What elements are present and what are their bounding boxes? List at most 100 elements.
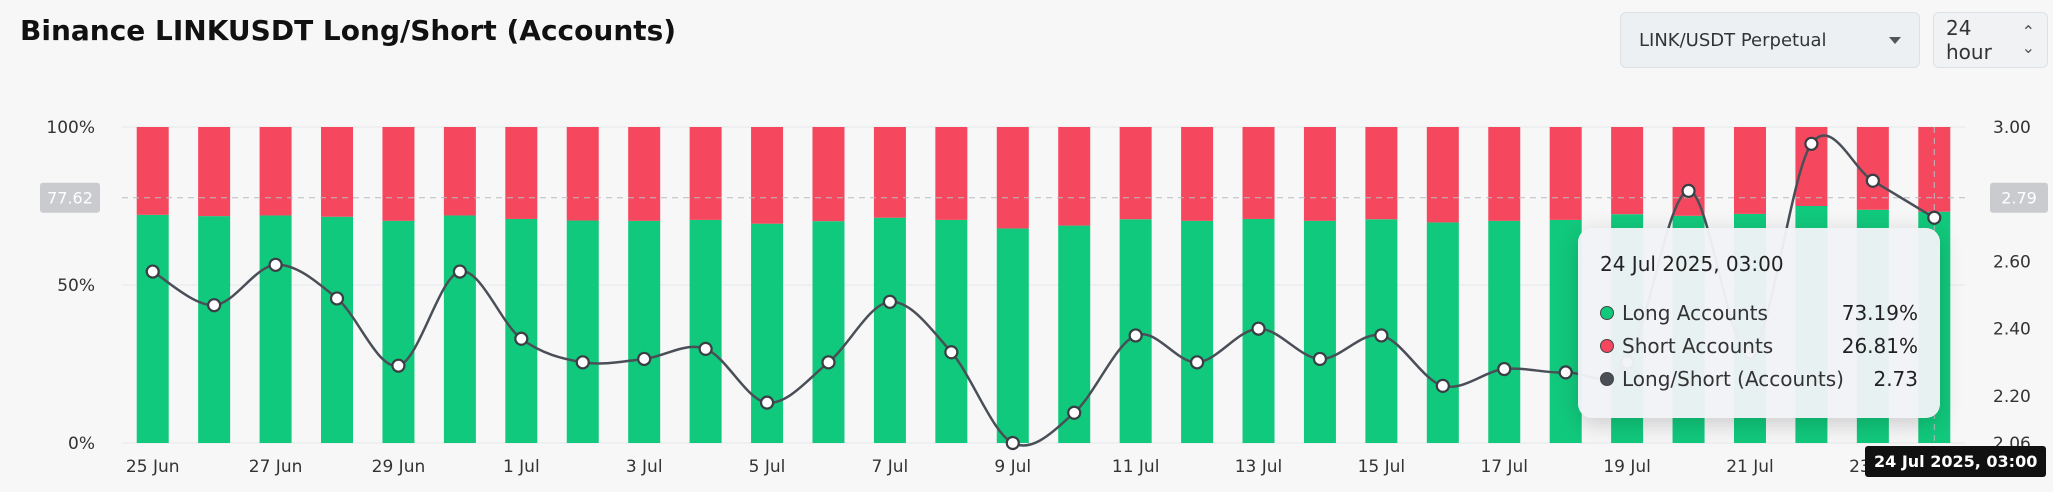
ratio-point [1189, 355, 1205, 370]
short-bar [935, 127, 968, 220]
up-down-chevron-icon: ⌃ ⌄ [2021, 22, 2035, 57]
ratio-point [1927, 210, 1942, 225]
short-bar [1181, 127, 1214, 221]
long-bar [935, 219, 968, 443]
ratio-point [514, 331, 529, 346]
ratio-point [391, 358, 406, 373]
x-tick: 17 Jul [1480, 457, 1528, 477]
y-right-tick: 3.00 [1993, 118, 2031, 138]
long-bar [1488, 220, 1521, 443]
ratio-point [207, 298, 222, 313]
long-bar [321, 216, 354, 443]
long-bar [628, 220, 661, 443]
x-tick: 13 Jul [1235, 457, 1283, 477]
long-bar [505, 218, 538, 443]
long-bar [382, 220, 415, 443]
pair-select-value: LINK/USDT Perpetual [1639, 29, 1827, 51]
long-bar [198, 216, 231, 443]
crosshair-left-badge [40, 182, 100, 213]
short-legend-dot [1600, 338, 1614, 353]
x-tick: 5 Jul [749, 457, 786, 477]
ratio-legend-dot [1600, 371, 1614, 386]
long-bar [259, 215, 292, 443]
short-bar [812, 127, 845, 222]
short-bar [1488, 127, 1521, 221]
short-bar [1303, 127, 1336, 221]
short-bar [751, 127, 784, 224]
page-title: Binance LINKUSDT Long/Short (Accounts) [20, 14, 677, 47]
ratio-point [1128, 328, 1143, 343]
crosshair-right-badge [1990, 182, 2048, 213]
ratio-point [882, 294, 898, 309]
ratio-point [1497, 361, 1512, 377]
short-bar [1365, 127, 1398, 220]
ratio-point [1312, 351, 1328, 367]
short-bar [1119, 127, 1152, 220]
x-tick: 15 Jul [1358, 457, 1406, 477]
short-bar [505, 127, 538, 219]
tooltip-row-ratio: Long/Short (Accounts) 2.73 [1600, 362, 1918, 395]
y-right-tick: 2.40 [1993, 320, 2031, 340]
short-bar [198, 127, 231, 217]
long-bar [689, 219, 722, 443]
x-tick: 9 Jul [994, 457, 1031, 477]
long-bar [443, 215, 476, 443]
ratio-point [698, 341, 713, 356]
ratio-point [637, 351, 652, 367]
interval-select[interactable]: 24 hour ⌃ ⌄ [1933, 12, 2048, 68]
ratio-point [759, 395, 775, 410]
short-bar [996, 127, 1029, 229]
short-bar [1611, 127, 1644, 215]
long-bar [566, 220, 599, 443]
tooltip-value: 2.73 [1873, 366, 1918, 391]
short-bar [1856, 127, 1889, 210]
tooltip-row-long: Long Accounts 73.19% [1600, 296, 1918, 329]
short-bar [321, 127, 354, 217]
chart-tooltip: 24 Jul 2025, 03:00 Long Accounts 73.19% … [1578, 228, 1940, 418]
short-bar [873, 127, 906, 218]
ratio-point [944, 345, 959, 360]
short-bar [1733, 127, 1766, 214]
short-bar [259, 127, 292, 216]
short-bar [566, 127, 599, 221]
ratio-point [268, 257, 283, 272]
x-tick: 1 Jul [503, 457, 540, 477]
x-tick: 25 Jun [126, 457, 180, 477]
long-bar [1549, 219, 1582, 443]
short-bar [443, 127, 476, 216]
long-bar [873, 217, 906, 443]
y-right-tick: 2.20 [1993, 387, 2031, 407]
short-bar [1426, 127, 1459, 223]
tooltip-value: 26.81% [1841, 333, 1918, 358]
tooltip-label: Long/Short (Accounts) [1622, 366, 1844, 391]
y-left-tick: 50% [57, 276, 95, 296]
crosshair-time-badge: 24 Jul 2025, 03:00 [1865, 446, 2047, 477]
tooltip-row-short: Short Accounts 26.81% [1600, 329, 1918, 362]
pair-select[interactable]: LINK/USDT Perpetual [1620, 12, 1920, 68]
x-tick: 3 Jul [626, 457, 663, 477]
y-right-tick: 2.60 [1993, 252, 2031, 272]
y-left-tick: 0% [68, 434, 95, 454]
ratio-point [1005, 435, 1020, 451]
short-bar [628, 127, 661, 221]
x-tick: 19 Jul [1603, 457, 1651, 477]
ratio-point [1374, 328, 1389, 343]
ratio-point [329, 291, 345, 306]
ratio-point [1558, 365, 1573, 380]
ratio-point [1804, 136, 1819, 151]
crosshair-left-value: 77.62 [47, 189, 93, 208]
ratio-point [1435, 378, 1450, 393]
short-bar [1058, 127, 1091, 226]
ratio-point [575, 355, 590, 370]
y-left-tick: 100% [46, 118, 95, 138]
x-tick: 11 Jul [1112, 457, 1160, 477]
long-bar [996, 228, 1029, 443]
crosshair-right-value: 2.79 [2001, 189, 2037, 208]
x-tick: 7 Jul [872, 457, 909, 477]
ratio-point [1865, 173, 1880, 188]
tooltip-label: Short Accounts [1622, 333, 1774, 358]
tooltip-label: Long Accounts [1622, 300, 1768, 325]
short-bar [382, 127, 415, 221]
long-bar [812, 221, 845, 443]
ratio-point [1251, 321, 1266, 336]
